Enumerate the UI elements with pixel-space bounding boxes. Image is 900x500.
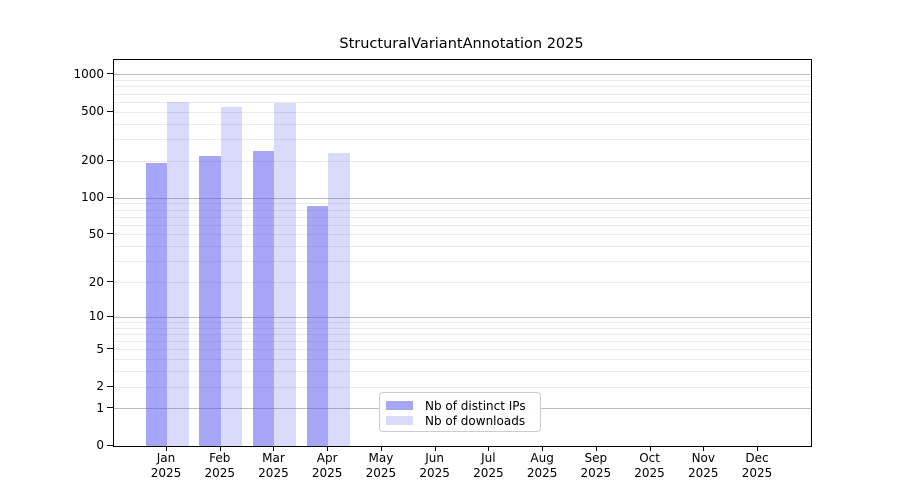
- gridline-minor: [114, 86, 811, 88]
- y-axis-tick: [107, 315, 113, 317]
- y-axis-tick: [107, 444, 113, 446]
- y-axis-tick: [107, 385, 113, 387]
- x-axis-tick: [327, 446, 329, 451]
- gridline-major: [114, 74, 811, 76]
- x-axis-tick: [649, 446, 651, 451]
- legend-label-distinct-ips: Nb of distinct IPs: [425, 398, 526, 413]
- gridline-minor: [114, 224, 811, 226]
- y-tick-label: 20: [88, 274, 104, 289]
- x-axis-tick: [542, 446, 544, 451]
- y-tick-label: 5: [96, 341, 104, 356]
- x-tick-label-may: May 2025: [365, 451, 397, 480]
- gridline-minor: [114, 209, 811, 211]
- gridline-minor: [114, 216, 811, 218]
- bar-distinct-ips-jan: [145, 162, 167, 446]
- x-axis-tick: [219, 446, 221, 451]
- x-tick-label-oct: Oct 2025: [634, 451, 665, 480]
- y-tick-label: 50: [88, 226, 104, 241]
- legend-swatch-downloads: [386, 416, 413, 425]
- gridline-minor: [114, 123, 811, 125]
- gridline-minor: [114, 203, 811, 205]
- bar-distinct-ips-feb: [199, 156, 221, 446]
- x-axis-tick: [757, 446, 759, 451]
- chart-title: StructuralVariantAnnotation 2025: [339, 36, 584, 52]
- gridline-minor: [114, 327, 811, 329]
- gridline-minor: [114, 333, 811, 335]
- gridline-minor: [114, 80, 811, 82]
- y-tick-label: 100: [81, 190, 104, 205]
- bar-distinct-ips-mar: [252, 151, 275, 446]
- y-tick-label: 10: [88, 309, 104, 324]
- plot-area: [113, 59, 812, 447]
- y-tick-label: 1: [96, 400, 104, 415]
- x-axis-tick: [488, 446, 490, 451]
- gridline-minor: [114, 93, 811, 95]
- x-axis-tick: [703, 446, 705, 451]
- gridline-minor: [114, 349, 811, 351]
- y-axis-tick: [107, 159, 113, 161]
- x-axis-tick: [380, 446, 382, 451]
- gridline-minor: [114, 341, 811, 342]
- gridline-minor: [114, 246, 811, 248]
- y-axis-tick: [107, 73, 113, 75]
- x-axis-tick: [166, 446, 167, 451]
- legend-swatch-distinct-ips: [386, 401, 413, 410]
- gridline-minor: [114, 160, 811, 162]
- y-tick-label: 2: [96, 379, 104, 393]
- x-axis-tick: [434, 446, 436, 451]
- gridline-major: [114, 316, 811, 318]
- gridline-minor: [114, 101, 811, 103]
- x-axis-tick: [273, 446, 275, 451]
- x-tick-label-aug: Aug 2025: [526, 451, 558, 480]
- gridline-minor: [114, 282, 811, 283]
- x-tick-label-jul: Jul 2025: [473, 451, 504, 480]
- legend-item-distinct-ips: Nb of distinct IPs: [386, 398, 532, 413]
- gridline-minor: [114, 386, 811, 388]
- x-tick-label-jun: Jun 2025: [419, 451, 450, 480]
- y-axis-tick: [107, 281, 113, 282]
- bar-distinct-ips-apr: [306, 206, 329, 446]
- y-axis-tick: [107, 407, 113, 409]
- x-tick-label-nov: Nov 2025: [688, 451, 719, 480]
- legend-item-downloads: Nb of downloads: [386, 413, 532, 428]
- gridline-minor: [114, 261, 811, 263]
- gridline-major: [114, 197, 811, 199]
- x-tick-label-sep: Sep 2025: [580, 451, 612, 480]
- bar-downloads-feb: [220, 107, 243, 446]
- gridline-minor: [114, 371, 811, 373]
- gridline-minor: [114, 321, 811, 323]
- bar-downloads-mar: [274, 102, 296, 446]
- x-tick-label-apr: Apr 2025: [311, 451, 343, 480]
- gridline-minor: [114, 359, 811, 361]
- bar-downloads-jan: [167, 101, 189, 446]
- x-tick-label-dec: Dec 2025: [741, 451, 773, 480]
- y-axis-tick: [107, 233, 113, 235]
- x-tick-label-mar: Mar 2025: [258, 451, 289, 480]
- y-tick-label: 500: [81, 104, 104, 119]
- x-tick-label-feb: Feb 2025: [204, 451, 235, 480]
- y-axis-tick: [107, 110, 113, 112]
- legend: Nb of distinct IPs Nb of downloads: [379, 392, 541, 432]
- gridline-minor: [114, 139, 811, 141]
- gridline-minor: [114, 234, 811, 236]
- y-tick-label: 200: [81, 153, 104, 168]
- legend-label-downloads: Nb of downloads: [425, 413, 526, 428]
- bar-downloads-apr: [328, 152, 350, 446]
- gridline-minor: [114, 111, 811, 113]
- x-tick-label-jan: Jan 2025: [150, 451, 182, 480]
- x-axis-tick: [595, 446, 597, 451]
- y-axis-tick: [107, 196, 113, 198]
- y-tick-label: 0: [96, 438, 104, 452]
- y-tick-label: 1000: [73, 66, 104, 81]
- y-axis-tick: [107, 348, 113, 350]
